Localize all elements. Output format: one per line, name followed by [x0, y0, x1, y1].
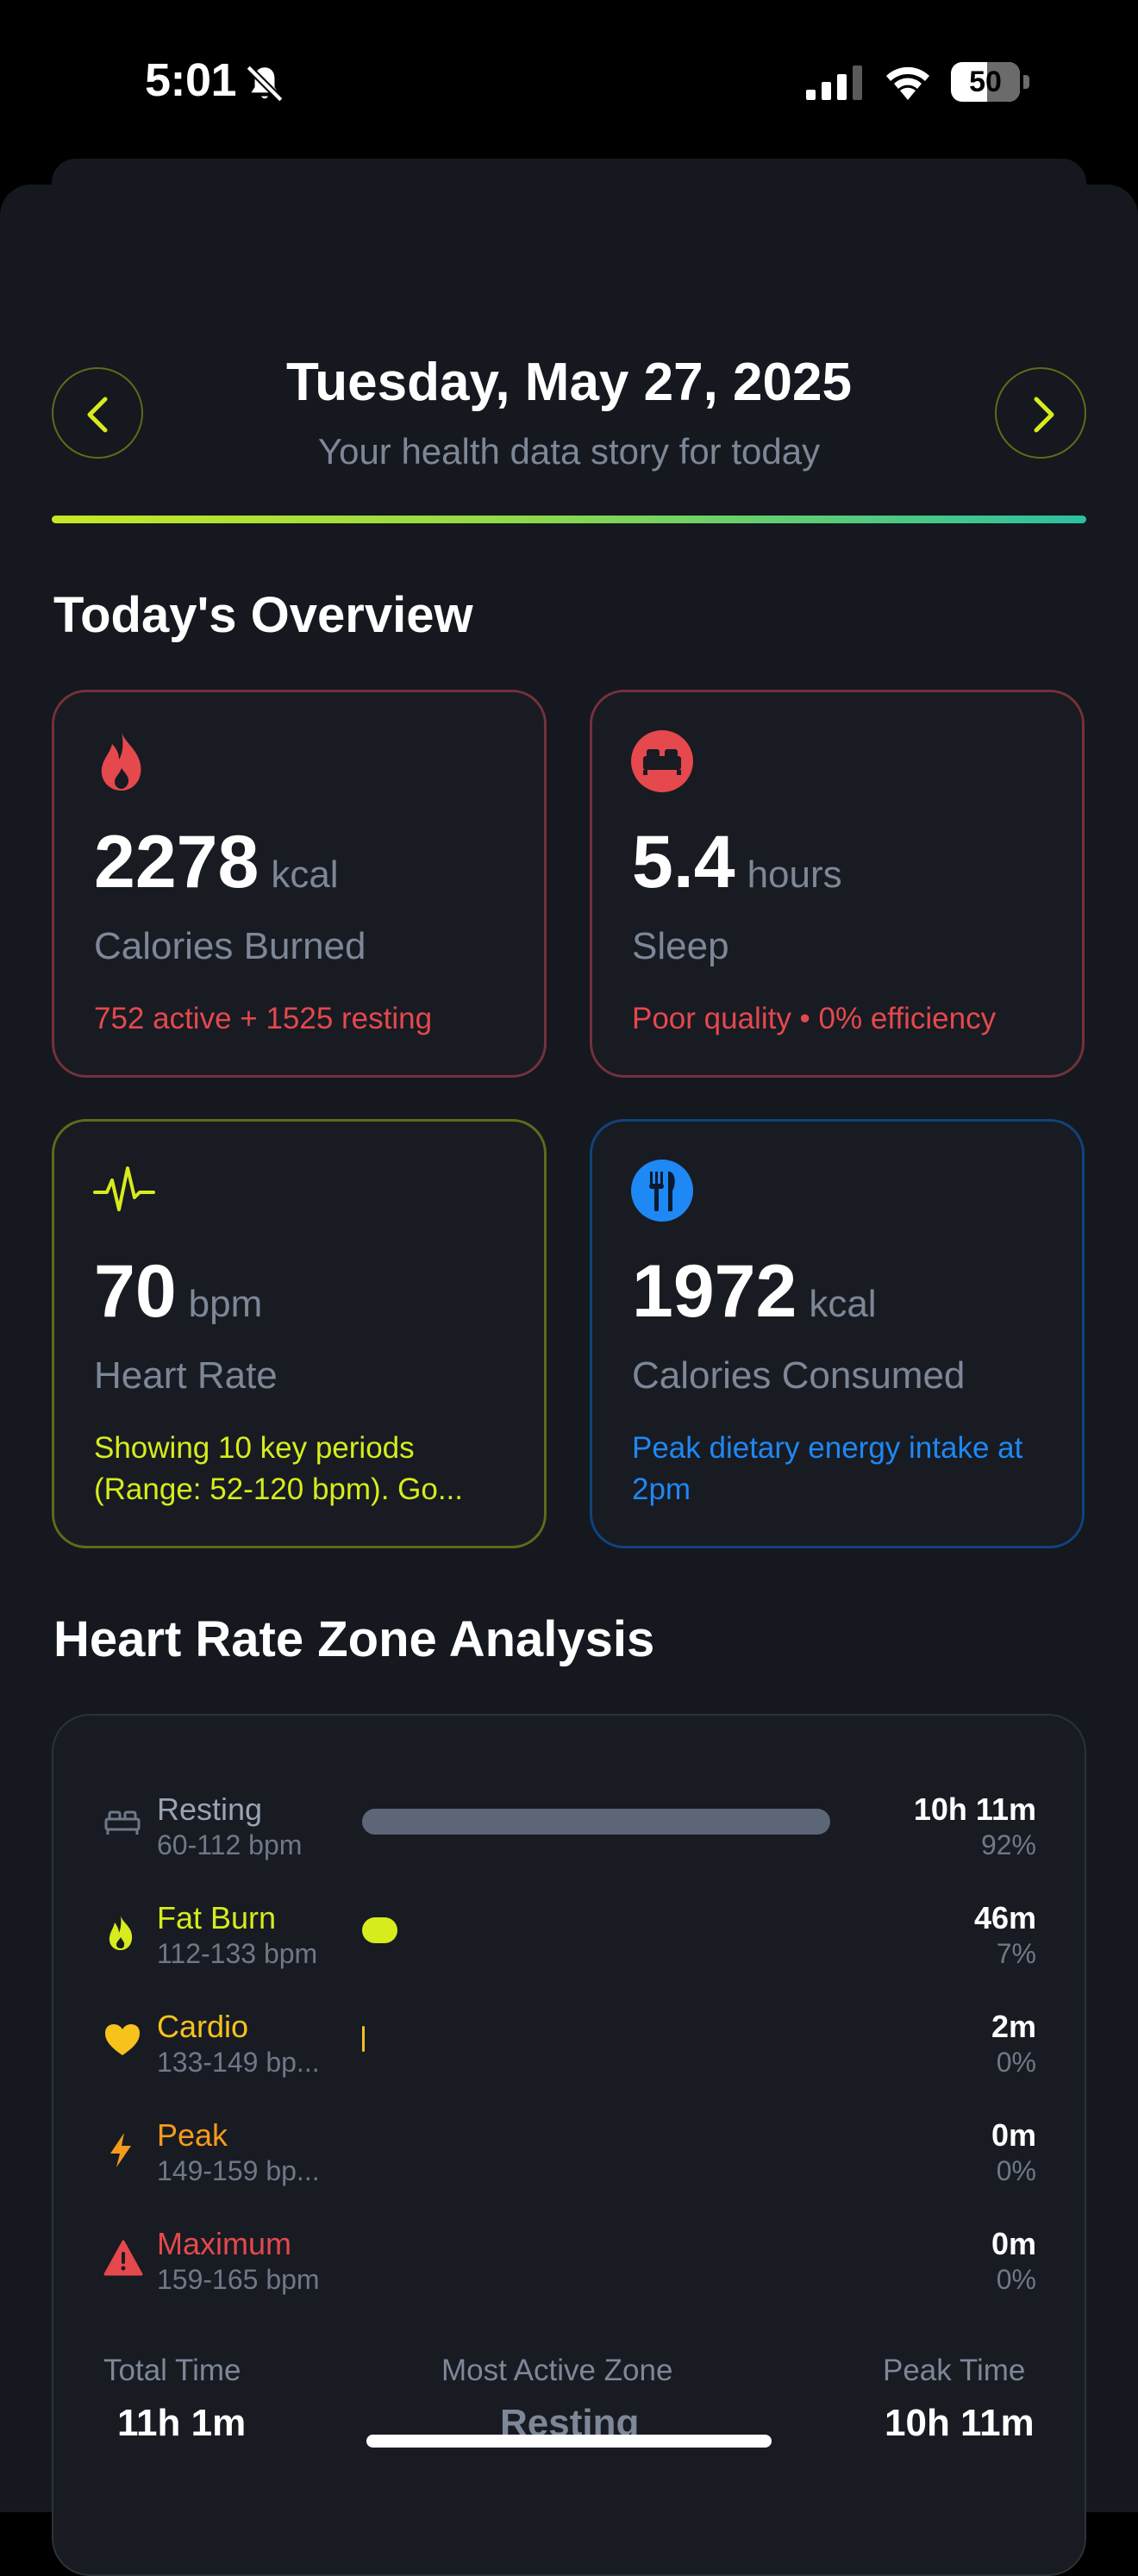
status-bar: 5:01 50 [0, 0, 1138, 164]
zone-range: 159-165 bpm [157, 2264, 320, 2295]
peak-time-value: 10h 11m [885, 2402, 1035, 2444]
calories-consumed-card[interactable]: 1972 kcal Calories Consumed Peak dietary … [590, 1119, 1085, 1548]
heartbeat-icon [93, 1166, 155, 1211]
battery-level: 50 [969, 66, 1002, 98]
battery-indicator: 50 [951, 62, 1030, 102]
zone-range: 133-149 bp... [157, 2047, 320, 2078]
flame-icon [101, 732, 141, 791]
next-day-button[interactable] [995, 367, 1086, 459]
zone-percent: 92% [980, 1829, 1036, 1860]
zone-range: 149-159 bp... [157, 2155, 320, 2186]
calories-burned-unit: kcal [271, 853, 339, 896]
zone-name: Cardio [157, 2009, 249, 2044]
sleep-value: 5.4 [632, 821, 735, 903]
calories-burned-label: Calories Burned [94, 925, 366, 967]
zone-name: Maximum [157, 2226, 292, 2261]
heart-rate-card[interactable]: 70 bpm Heart Rate Showing 10 key periods … [52, 1119, 547, 1548]
zone-bar [362, 1809, 830, 1835]
flame-icon [109, 1916, 133, 1950]
zone-row-fat-burn[interactable]: Fat Burn 112-133 bpm 46m 7% [53, 1900, 1088, 1986]
sleep-unit: hours [747, 853, 842, 896]
sleep-label: Sleep [632, 925, 729, 967]
heart-rate-zones-card: Resting 60-112 bpm 10h 11m 92% Fat Burn … [52, 1714, 1086, 2576]
heart-rate-value: 70 [94, 1250, 177, 1333]
calories-consumed-label: Calories Consumed [632, 1354, 966, 1397]
zone-range: 60-112 bpm [157, 1829, 303, 1860]
zone-row-peak[interactable]: Peak 149-159 bp... 0m 0% [53, 2117, 1088, 2204]
date-subtitle: Your health data story for today [317, 431, 821, 472]
total-time-value: 11h 1m [117, 2402, 247, 2444]
zone-row-cardio[interactable]: Cardio 133-149 bp... 2m 0% [53, 2009, 1088, 2095]
zone-time: 2m [991, 2009, 1036, 2044]
bolt-icon [110, 2133, 131, 2167]
previous-day-button[interactable] [52, 367, 143, 459]
zone-time: 10h 11m [913, 1791, 1036, 1827]
zone-percent: 7% [996, 1938, 1036, 1969]
calories-burned-note: 752 active + 1525 resting [94, 1002, 433, 1035]
zone-name: Fat Burn [157, 1900, 277, 1935]
chevron-left-icon [87, 397, 108, 433]
zone-percent: 0% [996, 2155, 1036, 2186]
date-title: Tuesday, May 27, 2025 [286, 353, 852, 412]
zone-percent: 0% [996, 2047, 1036, 2078]
zone-percent: 0% [996, 2264, 1036, 2295]
calories-burned-card[interactable]: 2278 kcal Calories Burned 752 active + 15… [52, 690, 547, 1078]
zone-bar [362, 1917, 397, 1943]
home-indicator[interactable] [366, 2435, 772, 2448]
zone-time: 0m [991, 2226, 1036, 2261]
warning-icon [103, 2240, 143, 2276]
bed-icon [104, 1810, 141, 1835]
status-time: 5:01 [145, 54, 237, 106]
zone-row-resting[interactable]: Resting 60-112 bpm 10h 11m 92% [53, 1791, 1088, 1878]
sleep-card[interactable]: 5.4 hours Sleep Poor quality • 0% efficie… [590, 690, 1085, 1078]
calories-consumed-value: 1972 [632, 1250, 797, 1333]
overview-title: Today's Overview [53, 587, 473, 643]
wifi-icon [886, 66, 929, 100]
zone-bar [362, 2026, 365, 2052]
chevron-right-icon [1034, 397, 1054, 433]
cellular-signal-icon [806, 66, 862, 100]
calories-consumed-note: Peak dietary energy intake at 2pm [632, 1431, 1023, 1506]
zone-range: 112-133 bpm [157, 1938, 318, 1969]
zone-row-maximum[interactable]: Maximum 159-165 bpm 0m 0% [53, 2226, 1088, 2312]
heart-rate-note: Showing 10 key periods (Range: 52-120 bp… [94, 1431, 463, 1506]
peak-time-label: Peak Time [883, 2354, 1026, 2387]
heart-rate-unit: bpm [188, 1283, 263, 1325]
calories-burned-value: 2278 [94, 821, 259, 903]
zone-time: 0m [991, 2117, 1036, 2153]
header-divider [52, 516, 1086, 523]
zone-name: Resting [157, 1791, 263, 1827]
calories-consumed-unit: kcal [809, 1283, 877, 1325]
most-active-zone-label: Most Active Zone [441, 2354, 673, 2387]
fork-knife-icon [631, 1160, 693, 1222]
bed-icon [631, 730, 693, 792]
zones-title: Heart Rate Zone Analysis [53, 1611, 655, 1667]
bell-slash-icon [246, 65, 284, 103]
heart-rate-label: Heart Rate [94, 1354, 278, 1397]
zone-name: Peak [157, 2117, 228, 2153]
zone-time: 46m [973, 1900, 1036, 1935]
heart-icon [105, 2024, 140, 2055]
total-time-label: Total Time [103, 2354, 241, 2387]
sleep-note: Poor quality • 0% efficiency [632, 1002, 997, 1035]
